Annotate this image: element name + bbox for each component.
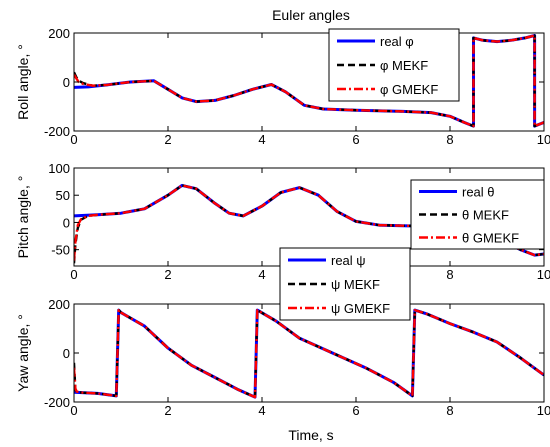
x-tick-label: 8 (446, 403, 453, 418)
y-tick-label: 0 (63, 346, 70, 361)
figure-title: Euler angles (272, 7, 350, 23)
x-tick-label: 4 (258, 403, 265, 418)
x-tick-label: 4 (258, 267, 265, 282)
y-tick-label: -200 (44, 395, 70, 410)
x-tick-label: 8 (446, 267, 453, 282)
legend-label: real φ (380, 34, 414, 49)
x-tick-label: 0 (70, 132, 77, 147)
x-tick-label: 8 (446, 132, 453, 147)
x-tick-label: 10 (537, 132, 550, 147)
figure-xlabel: Time, s (288, 427, 333, 443)
y-tick-label: -50 (51, 243, 70, 258)
y-tick-label: 100 (48, 161, 70, 176)
y-axis-label-2: Pitch angle, ° (15, 176, 31, 259)
legend-label: ψ MEKF (331, 277, 380, 292)
x-tick-label: 0 (70, 267, 77, 282)
series-line-1-3 (74, 34, 544, 128)
y-axis-label-3: Yaw angle, ° (15, 314, 31, 392)
series-line-3-2 (74, 308, 544, 399)
legend-3: real ψ ψ MEKF ψ GMEKF (279, 247, 411, 321)
series-line-2-3 (74, 184, 544, 261)
x-tick-label: 10 (537, 267, 550, 282)
y-tick-label: -200 (44, 124, 70, 139)
x-tick-label: 2 (164, 132, 171, 147)
series-line-3-3 (74, 308, 544, 399)
y-tick-label: 0 (63, 215, 70, 230)
x-tick-label: 2 (164, 267, 171, 282)
y-tick-label: 50 (56, 188, 70, 203)
x-tick-label: 6 (352, 403, 359, 418)
legend-label: θ GMEKF (462, 231, 519, 246)
x-tick-label: 2 (164, 403, 171, 418)
x-tick-label: 4 (258, 132, 265, 147)
y-tick-label: 200 (48, 26, 70, 41)
x-tick-label: 0 (70, 403, 77, 418)
series-line-3-1 (74, 308, 544, 399)
legend-1: real φ φ MEKF φ GMEKF (328, 28, 460, 102)
y-tick-label: 0 (63, 75, 70, 90)
x-tick-label: 10 (537, 403, 550, 418)
legend-label: θ MEKF (462, 208, 509, 223)
legend-label: real θ (462, 185, 495, 200)
x-tick-label: 6 (352, 132, 359, 147)
legend-label: real ψ (331, 253, 366, 268)
legend-label: ψ GMEKF (331, 301, 390, 316)
legend-label: φ MEKF (380, 58, 428, 73)
legend-2: real θ θ MEKF θ GMEKF (410, 179, 545, 250)
y-tick-label: 200 (48, 297, 70, 312)
legend-label: φ GMEKF (380, 82, 438, 97)
y-axis-label-1: Roll angle, ° (15, 44, 31, 120)
